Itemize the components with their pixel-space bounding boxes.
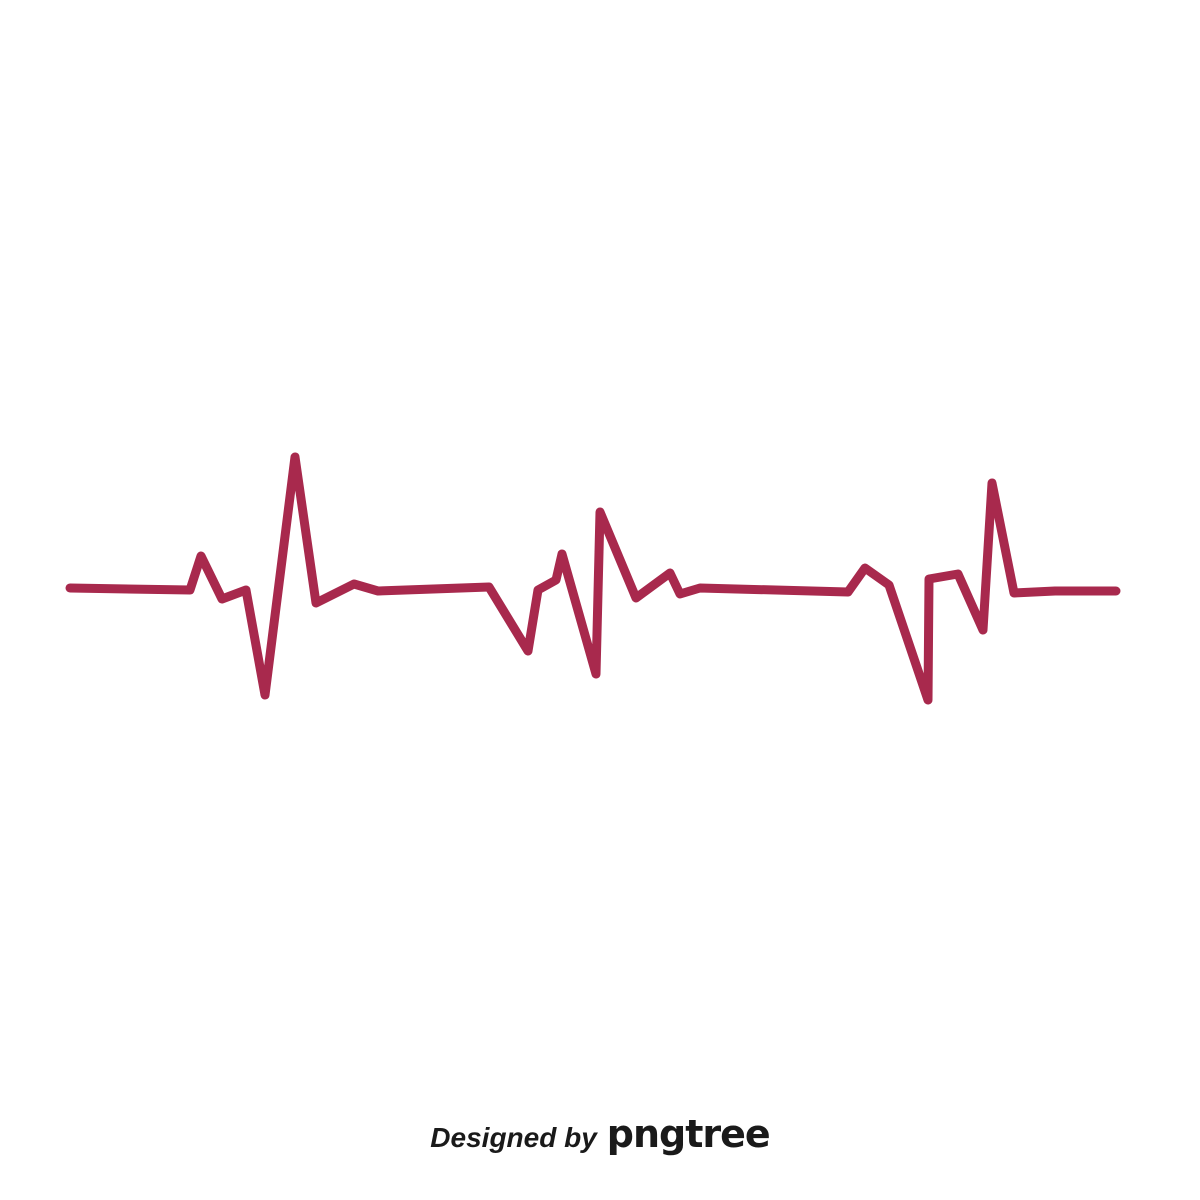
designer-credit: Designed by pngtree [0, 1112, 1200, 1156]
heartbeat-line [65, 452, 1121, 705]
credit-prefix: Designed by [430, 1122, 597, 1153]
pngtree-logo: pngtree [606, 1112, 771, 1156]
